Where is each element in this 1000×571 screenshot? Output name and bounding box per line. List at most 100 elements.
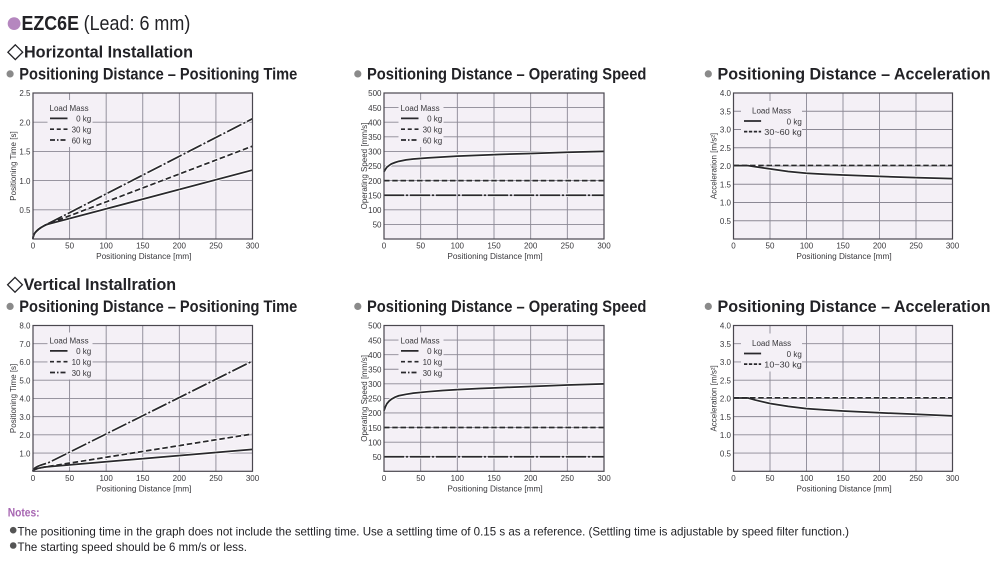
svg-text:Positioning Distance – Positio: Positioning Distance – Positioning Time: [19, 64, 297, 83]
svg-text:2.0: 2.0: [720, 162, 732, 171]
svg-text:100: 100: [368, 206, 382, 215]
svg-text:0 kg: 0 kg: [427, 115, 442, 124]
svg-text:450: 450: [368, 104, 382, 113]
svg-text:Load Mass: Load Mass: [50, 104, 89, 113]
svg-text:6.0: 6.0: [19, 358, 31, 367]
svg-text:200: 200: [368, 177, 382, 186]
svg-text:(Lead: 6 mm): (Lead: 6 mm): [84, 12, 191, 35]
svg-text:Notes:: Notes:: [8, 506, 40, 520]
svg-text:100: 100: [368, 438, 382, 447]
svg-text:1.0: 1.0: [720, 431, 732, 440]
svg-text:100: 100: [800, 242, 814, 251]
svg-text:100: 100: [99, 474, 113, 483]
svg-text:200: 200: [873, 242, 887, 251]
svg-text:Load Mass: Load Mass: [752, 339, 791, 348]
svg-text:50: 50: [416, 474, 425, 483]
svg-text:300: 300: [368, 148, 382, 157]
svg-text:0: 0: [731, 242, 736, 251]
svg-text:Positioning Time [s]: Positioning Time [s]: [9, 364, 18, 433]
svg-text:200: 200: [368, 409, 382, 418]
svg-text:Positioning Time [s]: Positioning Time [s]: [9, 131, 18, 200]
svg-text:Positioning Distance [mm]: Positioning Distance [mm]: [96, 484, 191, 493]
svg-text:250: 250: [368, 395, 382, 404]
svg-text:0 kg: 0 kg: [787, 350, 802, 359]
svg-text:10~30 kg: 10~30 kg: [764, 360, 802, 369]
svg-text:Positioning Distance [mm]: Positioning Distance [mm]: [96, 252, 191, 261]
svg-text:2.0: 2.0: [19, 118, 31, 127]
svg-text:250: 250: [209, 474, 223, 483]
svg-text:1.5: 1.5: [720, 413, 732, 422]
svg-text:50: 50: [65, 242, 74, 251]
svg-text:60 kg: 60 kg: [72, 136, 92, 145]
svg-text:1.5: 1.5: [720, 180, 732, 189]
svg-text:1.5: 1.5: [19, 148, 31, 157]
svg-text:150: 150: [136, 242, 150, 251]
svg-text:30~60 kg: 30~60 kg: [764, 128, 802, 137]
svg-text:4.0: 4.0: [720, 322, 732, 331]
svg-text:Load Mass: Load Mass: [401, 104, 440, 113]
svg-text:300: 300: [597, 474, 611, 483]
svg-text:10 kg: 10 kg: [72, 358, 92, 367]
svg-text:150: 150: [836, 242, 850, 251]
svg-text:2.5: 2.5: [720, 144, 732, 153]
svg-text:150: 150: [836, 474, 850, 483]
svg-text:0: 0: [31, 242, 36, 251]
svg-text:50: 50: [373, 453, 382, 462]
svg-text:50: 50: [766, 474, 775, 483]
svg-text:Positioning Distance [mm]: Positioning Distance [mm]: [447, 252, 542, 261]
svg-text:30 kg: 30 kg: [72, 369, 92, 378]
svg-text:0.5: 0.5: [720, 217, 732, 226]
svg-text:Positioning Distance – Acceler: Positioning Distance – Acceleration: [718, 64, 991, 83]
svg-text:0: 0: [731, 474, 736, 483]
svg-text:Horizontal Installation: Horizontal Installation: [24, 43, 193, 62]
svg-text:400: 400: [368, 118, 382, 127]
svg-text:Positioning Distance – Operati: Positioning Distance – Operating Speed: [367, 64, 646, 83]
svg-text:30 kg: 30 kg: [72, 126, 92, 135]
svg-text:30 kg: 30 kg: [423, 369, 443, 378]
svg-text:2.5: 2.5: [19, 89, 31, 98]
svg-text:100: 100: [99, 242, 113, 251]
svg-text:Positioning Distance [mm]: Positioning Distance [mm]: [447, 484, 542, 493]
svg-text:0 kg: 0 kg: [76, 347, 91, 356]
svg-text:450: 450: [368, 336, 382, 345]
svg-text:200: 200: [173, 242, 187, 251]
svg-text:250: 250: [909, 242, 923, 251]
svg-text:200: 200: [524, 474, 538, 483]
svg-text:0 kg: 0 kg: [76, 115, 91, 124]
svg-text:200: 200: [873, 474, 887, 483]
svg-text:200: 200: [524, 242, 538, 251]
svg-text:7.0: 7.0: [19, 340, 31, 349]
svg-text:0: 0: [382, 474, 387, 483]
svg-text:0 kg: 0 kg: [427, 347, 442, 356]
svg-text:2.0: 2.0: [19, 431, 31, 440]
svg-text:200: 200: [173, 474, 187, 483]
svg-text:500: 500: [368, 89, 382, 98]
svg-text:Positioning Distance [mm]: Positioning Distance [mm]: [796, 484, 891, 493]
svg-text:3.0: 3.0: [720, 126, 732, 135]
svg-text:50: 50: [65, 474, 74, 483]
svg-text:Acceleration [m/s²]: Acceleration [m/s²]: [710, 365, 719, 431]
svg-text:0: 0: [382, 242, 387, 251]
svg-text:Positioning Distance [mm]: Positioning Distance [mm]: [796, 252, 891, 261]
svg-text:100: 100: [451, 242, 465, 251]
svg-text:3.0: 3.0: [19, 413, 31, 422]
svg-text:300: 300: [946, 242, 960, 251]
svg-text:0.5: 0.5: [720, 449, 732, 458]
svg-text:350: 350: [368, 365, 382, 374]
svg-text:Load Mass: Load Mass: [50, 336, 89, 345]
svg-text:150: 150: [136, 474, 150, 483]
svg-text:30 kg: 30 kg: [423, 126, 443, 135]
svg-text:250: 250: [909, 474, 923, 483]
svg-text:EZC6E: EZC6E: [22, 12, 80, 35]
svg-text:Operating Speed [mm/s]: Operating Speed [mm/s]: [360, 355, 369, 442]
svg-text:60 kg: 60 kg: [423, 136, 443, 145]
svg-text:300: 300: [246, 242, 260, 251]
svg-text:250: 250: [561, 474, 575, 483]
svg-text:300: 300: [368, 380, 382, 389]
svg-text:2.0: 2.0: [720, 395, 732, 404]
svg-text:250: 250: [561, 242, 575, 251]
svg-text:500: 500: [368, 322, 382, 331]
svg-text:400: 400: [368, 351, 382, 360]
svg-text:The positioning time in the gr: The positioning time in the graph does n…: [18, 525, 850, 539]
svg-text:250: 250: [209, 242, 223, 251]
